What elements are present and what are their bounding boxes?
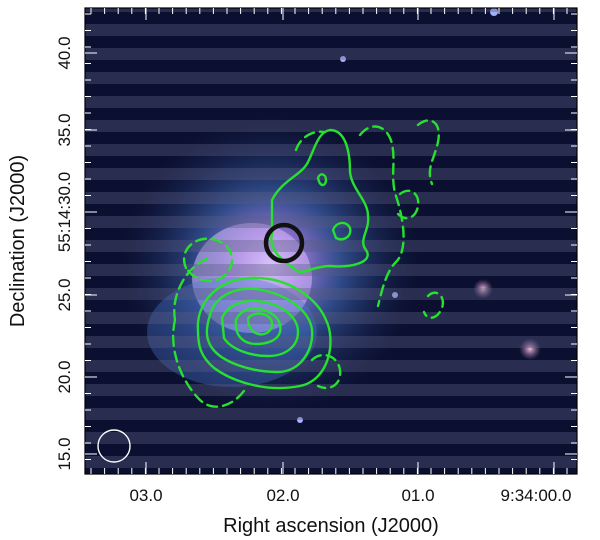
x-tick-label: 02.0	[266, 486, 299, 505]
contour-dashed-top-right	[416, 119, 440, 186]
image-stripes	[85, 8, 577, 474]
contour-dashed-outer	[171, 256, 248, 408]
contour-outer-solid	[270, 128, 370, 274]
marker-circle	[263, 222, 305, 264]
y-tick-label: 40.0	[55, 36, 74, 69]
y-tick-label: 20.0	[55, 360, 74, 393]
contour-dashed-small-right	[422, 291, 445, 319]
x-axis-title: Right ascension (J2000)	[223, 515, 439, 537]
contour-dashed-left	[183, 237, 234, 283]
contour-dashed-upper-mid	[294, 130, 326, 152]
contour-lower-outer-solid	[196, 276, 332, 390]
contour-lower-solid-1	[205, 287, 314, 374]
contour-lower-solid-3	[234, 307, 282, 346]
y-tick-label: 25.0	[55, 278, 74, 311]
axis-ticks	[85, 8, 577, 474]
beam-circle	[97, 429, 131, 463]
contour-dashed-lower-right	[310, 353, 342, 390]
contour-dashed-mid-right	[396, 189, 420, 220]
x-tick-labels: 03.0 02.0 01.0 9:34:00.0	[129, 486, 571, 505]
contour-dashed-right	[358, 125, 405, 308]
y-tick-label: 35.0	[55, 113, 74, 146]
contour-lower-solid-4	[246, 312, 274, 336]
contour-small-1	[331, 221, 352, 241]
x-tick-label: 9:34:00.0	[501, 486, 572, 505]
y-tick-label: 15.0	[55, 437, 74, 470]
contour-small-2	[316, 173, 328, 187]
y-tick-labels: 40.0 35.0 55:14:30.0 25.0 20.0 15.0	[55, 36, 74, 470]
plot-frame	[84, 7, 578, 475]
contour-lower-solid-2	[220, 299, 300, 358]
contours	[171, 119, 445, 408]
y-axis-title: Declination (J2000)	[7, 155, 29, 327]
y-tick-label: 55:14:30.0	[55, 172, 74, 252]
x-tick-label: 03.0	[129, 486, 162, 505]
contours-dashed	[171, 119, 445, 408]
x-tick-label: 01.0	[401, 486, 434, 505]
